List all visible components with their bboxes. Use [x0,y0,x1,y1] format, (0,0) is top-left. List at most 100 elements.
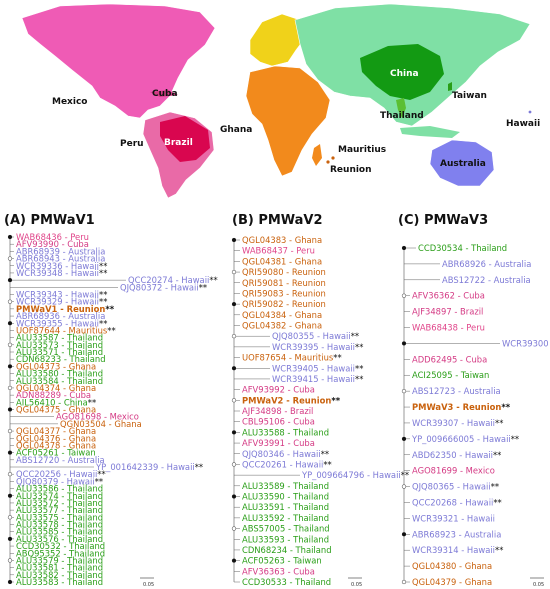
leaf-label: QCC20261 - Hawaii** [242,459,332,469]
map-label-brazil: Brazil [164,138,193,148]
leaf-label: AFV36362 - Cuba [412,291,485,301]
tree-node [231,494,237,499]
leaf-label: ALU33582 - Thailand [16,570,103,580]
leaf-accession: ABS57005 - Thailand [242,524,330,534]
leaf-accession: WCR39355 - Hawaii [16,318,99,328]
leaf-accession: AFV93990 - Cuba [16,239,89,249]
leaf-accession: ALU33577 - Thailand [16,505,103,515]
panel-title: (A) PMWaV1 [4,213,95,228]
leaf-label: WCR39329 - Hawaii** [16,297,107,307]
leaf-label: WCR39300 - Hawaii [502,338,550,348]
leaf-accession: WAB68436 - Peru [16,232,89,242]
map-label-australia: Australia [440,159,486,169]
leaf-label: AFV93990 - Cuba [16,239,89,249]
map-indonesia [400,126,460,138]
leaf-accession: AFV36363 - Cuba [242,566,315,576]
tree-node [7,321,13,326]
leaf-label: QRI59082 - Reunion [242,299,326,309]
panel-title: (B) PMWaV2 [232,213,323,228]
tree-node [231,462,237,467]
leaf-mark: ** [99,268,107,278]
leaf-accession: ALU33587 - Thailand [16,333,103,343]
leaf-label: QGL04379 - Ghana [412,577,492,587]
leaf-label: ABQ95352 - Thailand [16,548,105,558]
leaf-accession: QRI59083 - Reunion [242,288,326,298]
leaf-accession: PMWaV2 - Reunion [242,395,331,405]
tree-node [7,450,13,455]
leaf-mark: ** [107,325,115,335]
leaf-accession: UOF87644 - Mauritius [16,325,107,335]
leaf-label: QRI59083 - Reunion [242,288,326,298]
leaf-accession: QRI59082 - Reunion [242,299,326,309]
leaf-accession: ALU33578 - Thailand [16,520,103,530]
leaf-label: ALU33593 - Thailand [242,534,329,544]
panel-title: (C) PMWaV3 [398,213,488,228]
map-taiwan [448,82,452,91]
leaf-accession: QJQ80379 - Hawaii [16,476,95,486]
leaf-label: WCR39355 - Hawaii** [16,318,107,328]
leaf-accession: AJF34898 - Brazil [242,406,313,416]
tree-panel-3: (C) PMWaV3 CCD30534 - Thailand ABR68926 - … [398,213,550,588]
leaf-accession: QGL04384 - Ghana [242,310,322,320]
map-europe [249,13,306,67]
tree-node [7,558,13,563]
leaf-label: ALU33571 - Thailand [16,347,103,357]
leaf-accession: WCR39314 - Hawaii [412,545,495,555]
leaf-accession: QJQ80365 - Hawaii [412,482,491,492]
leaf-mark: ** [97,469,105,479]
leaf-label: UOF87644 - Mauritius** [16,325,116,335]
leaf-label: QGL04378 - Ghana [16,440,96,450]
tree-node [7,385,13,391]
leaf-accession: ALU33579 - Thailand [16,555,103,565]
leaf-accession: ALU33573 - Thailand [16,340,103,350]
leaf-accession: WCR39329 - Hawaii [16,297,99,307]
leaf-accession: ALU33574 - Thailand [16,491,103,501]
map-cuba [150,90,178,97]
leaf-mark: ** [493,497,501,507]
leaf-accession: QCC20274 - Hawaii [128,275,209,285]
leaf-mark: ** [99,290,107,300]
leaf-label: ALU33578 - Thailand [16,520,103,530]
leaf-label: ABS12720 - Australia [16,455,105,465]
leaf-accession: ALU33571 - Thailand [16,347,103,357]
leaf-accession: WCR39405 - Hawaii [272,363,355,373]
leaf-label: ACF05261 - Taiwan [16,448,96,458]
leaf-accession: ALU33583 - Thailand [16,577,103,587]
leaf-accession: CBL95106 - Cuba [242,417,315,427]
leaf-mark: ** [495,545,503,555]
tree-node [401,436,407,441]
leaf-label: CCD30533 - Thailand [242,577,331,587]
leaf-accession: QGL04381 - Ghana [242,256,322,266]
leaf-label: ALU33583 - Thailand [16,577,103,587]
leaf-accession: WCR39307 - Hawaii [412,418,495,428]
leaf-label: ABR68943 - Australia [16,254,105,264]
leaf-label: ALU33590 - Thailand [242,492,329,502]
leaf-accession: YP_009664796 - Hawaii [301,470,401,480]
map-australia [429,139,495,187]
leaf-label: AJF34897 - Brazil [412,307,483,317]
tree-node [231,398,237,403]
leaf-accession: CCD30533 - Thailand [242,577,331,587]
leaf-label: CDN68234 - Thailand [242,545,332,555]
leaf-accession: QGL04379 - Ghana [412,577,492,587]
leaf-label: ALU33573 - Thailand [16,340,103,350]
map-hawaii-dot [528,110,532,114]
tree-node [231,366,237,371]
leaf-accession: AIL56410 - China [16,397,88,407]
leaf-label: ALU33587 - Thailand [16,333,103,343]
tree-node [7,472,13,477]
leaf-label: QJQ80379 - Hawaii** [16,476,103,486]
leaf-label: ADD62495 - Cuba [412,354,487,364]
leaf-label: ABD62350 - Hawaii** [412,450,501,460]
leaf-accession: ADD62495 - Cuba [412,354,487,364]
leaf-mark: ** [105,304,114,314]
leaf-label: WAB68437 - Peru [242,246,315,256]
tree-node [7,579,13,585]
tree-node [231,526,237,531]
leaf-label: QGL04376 - Ghana [16,433,96,443]
leaf-mark: ** [495,418,503,428]
leaf-mark: ** [491,482,499,492]
leaf-label: QJQ80365 - Hawaii** [412,482,499,492]
leaf-accession: WCR39348 - Hawaii [16,268,99,278]
